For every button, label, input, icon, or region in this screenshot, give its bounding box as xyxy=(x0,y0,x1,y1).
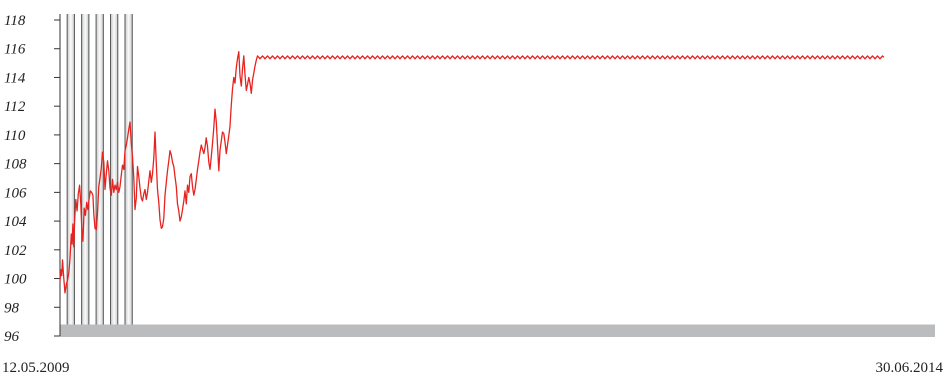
y-tick-label: 106 xyxy=(4,185,27,201)
shaded-band xyxy=(96,14,104,336)
series-line xyxy=(59,50,885,294)
series-layer xyxy=(59,50,885,294)
x-tick-label-start: 12.05.2009 xyxy=(2,360,70,376)
baseline-band xyxy=(60,324,935,337)
y-axis-ticks xyxy=(54,19,60,337)
y-tick-label: 104 xyxy=(4,214,27,230)
y-tick-label: 102 xyxy=(4,243,27,259)
y-tick-label: 110 xyxy=(4,128,26,144)
y-tick-label: 100 xyxy=(4,272,27,288)
y-tick-label: 116 xyxy=(4,42,26,58)
shaded-bands xyxy=(66,14,133,336)
y-tick-label: 114 xyxy=(4,70,26,86)
x-tick-label-end: 30.06.2014 xyxy=(876,360,944,376)
y-tick-label: 112 xyxy=(4,99,26,115)
y-tick-label: 98 xyxy=(4,300,20,316)
y-tick-label: 118 xyxy=(4,13,26,29)
y-tick-label: 108 xyxy=(4,157,27,173)
shaded-band xyxy=(110,14,118,336)
shaded-band xyxy=(125,14,133,336)
y-tick-label: 96 xyxy=(4,329,20,345)
shaded-band xyxy=(67,14,75,336)
shaded-band xyxy=(81,14,89,336)
y-axis-labels: 96 98 100 102 104 106 108 110 112 114 116 118 xyxy=(4,13,27,345)
